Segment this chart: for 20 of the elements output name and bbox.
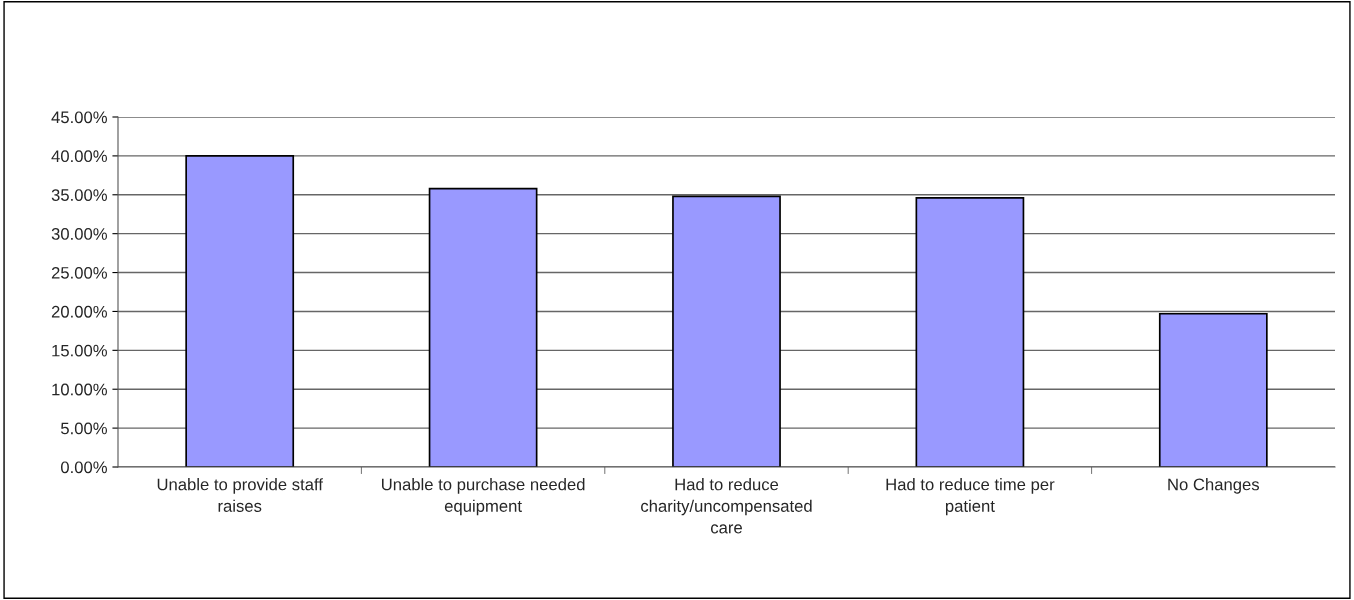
y-tick-label: 30.00% xyxy=(51,228,107,240)
x-tick-label: Unable to provide staff raises xyxy=(157,478,323,512)
y-tick-label: 0.00% xyxy=(60,461,107,474)
y-tick-label: 20.00% xyxy=(51,305,107,318)
bar xyxy=(672,195,781,467)
y-tick-label: 35.00% xyxy=(51,189,107,201)
y-tick-label: 5.00% xyxy=(60,422,107,435)
y-tick-label: 40.00% xyxy=(51,150,107,163)
bar xyxy=(915,197,1025,467)
bar xyxy=(1158,312,1268,467)
y-tick-label: 45.00% xyxy=(51,111,107,124)
x-tick-label: No Changes xyxy=(1168,478,1260,494)
y-tick-label: 25.00% xyxy=(51,266,107,279)
y-tick-label: 10.00% xyxy=(52,383,107,396)
bar xyxy=(185,155,295,467)
bar xyxy=(428,187,538,467)
y-tick-label: 15.00% xyxy=(52,344,107,357)
x-tick-label: Had to reduce charity/uncompensated care xyxy=(641,478,812,534)
x-tick-label: Had to reduce time per patient xyxy=(886,478,1055,516)
x-tick-label: Unable to purchase needed equipment xyxy=(382,478,585,516)
